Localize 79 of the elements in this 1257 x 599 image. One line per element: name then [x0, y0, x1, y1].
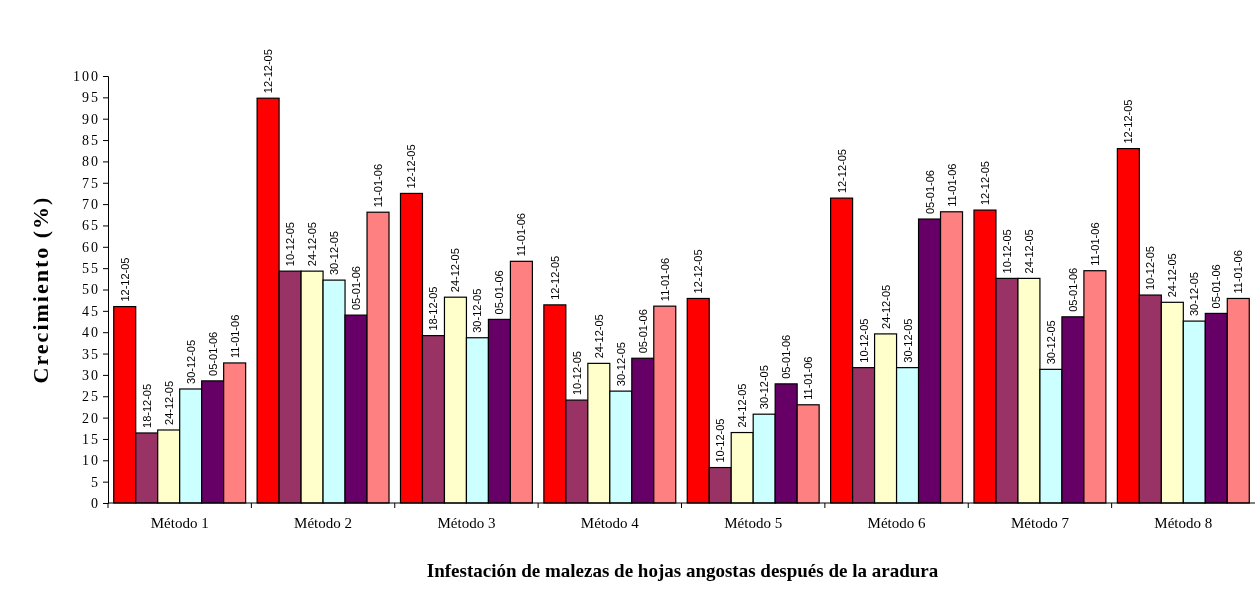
data-label: 11-01-06 — [1232, 250, 1245, 294]
x-tick-label: Método 3 — [437, 514, 496, 531]
data-label: 24-12-05 — [306, 222, 319, 267]
y-tick-label: 70 — [82, 197, 100, 213]
data-label: 10-12-05 — [1000, 229, 1013, 274]
y-tick-label: 65 — [82, 218, 100, 234]
data-label: 12-12-05 — [118, 257, 131, 302]
data-label: 24-12-05 — [592, 314, 605, 359]
data-label: 12-12-05 — [548, 255, 561, 300]
data-label: 24-12-05 — [449, 248, 462, 293]
data-label: 24-12-05 — [879, 284, 892, 329]
data-label: 30-12-05 — [901, 318, 914, 363]
data-label: 24-12-05 — [1166, 253, 1179, 298]
data-label: 10-12-05 — [284, 222, 297, 267]
data-label: 11-01-06 — [515, 213, 528, 257]
data-label: 12-12-05 — [835, 149, 848, 194]
data-label: 30-12-05 — [471, 288, 484, 333]
x-tick-label: Método 6 — [867, 514, 927, 531]
data-label: 18-12-05 — [427, 286, 440, 331]
y-tick-label: 10 — [82, 453, 100, 469]
data-label: 10-12-05 — [714, 418, 727, 463]
y-tick-label: 95 — [82, 90, 100, 106]
data-label: 30-12-05 — [1188, 272, 1201, 317]
data-label: 24-12-05 — [162, 380, 175, 425]
y-tick-label: 0 — [91, 495, 100, 511]
data-label: 12-12-05 — [978, 161, 991, 206]
x-tick-label: Método 4 — [580, 514, 640, 531]
y-tick-label: 15 — [82, 431, 100, 447]
x-tick-label: Método 2 — [294, 514, 353, 531]
y-tick-label: 55 — [82, 261, 100, 277]
data-label: 24-12-05 — [736, 383, 749, 428]
data-label: 10-12-05 — [570, 351, 583, 396]
data-label: 30-12-05 — [184, 339, 197, 384]
data-label: 24-12-05 — [1022, 229, 1035, 274]
data-label: 12-12-05 — [1122, 99, 1135, 144]
data-label: 05-01-06 — [1066, 267, 1079, 312]
data-label: 05-01-06 — [493, 270, 506, 315]
data-label: 12-12-05 — [692, 249, 705, 294]
x-tick-label: Método 5 — [724, 514, 783, 531]
data-label: 11-01-06 — [658, 257, 671, 302]
y-tick-label: 80 — [82, 154, 100, 170]
x-tick-label: Método 1 — [150, 514, 209, 531]
data-label: 11-01-06 — [372, 163, 385, 208]
data-label: 12-12-05 — [405, 144, 418, 189]
x-axis-title: Infestación de malezas de hojas angostas después de la aradura — [426, 560, 939, 581]
y-tick-label: 30 — [82, 367, 100, 383]
y-tick-label: 85 — [82, 133, 100, 149]
data-label: 05-01-06 — [350, 266, 363, 311]
data-label: 12-12-05 — [262, 49, 275, 94]
data-label: 11-01-06 — [1088, 222, 1101, 266]
y-tick-label: 50 — [82, 282, 100, 298]
data-label: 30-12-05 — [1044, 320, 1057, 365]
y-tick-label: 20 — [82, 410, 100, 426]
y-tick-label: 45 — [82, 303, 100, 319]
y-tick-label: 35 — [82, 346, 100, 362]
data-label: 30-12-05 — [758, 365, 771, 410]
data-label: 11-01-06 — [228, 314, 241, 358]
data-label: 30-12-05 — [328, 231, 341, 276]
data-label: 11-01-06 — [802, 356, 815, 400]
data-label: 05-01-06 — [780, 334, 793, 379]
data-label: 10-12-05 — [857, 318, 870, 363]
data-label: 10-12-05 — [1144, 246, 1157, 291]
x-tick-label: Método 7 — [1010, 514, 1070, 531]
data-label: 05-01-06 — [636, 309, 649, 354]
x-tick-label: Método 8 — [1154, 514, 1213, 531]
data-label: 18-12-05 — [140, 383, 153, 428]
data-label: 05-01-06 — [206, 331, 219, 376]
y-tick-label: 25 — [82, 389, 100, 405]
data-label: 11-01-06 — [945, 163, 958, 207]
y-tick-label: 40 — [82, 325, 100, 341]
y-axis-title: Crecimiento (%) — [28, 195, 53, 384]
y-tick-label: 100 — [73, 68, 100, 84]
data-label: 30-12-05 — [614, 342, 627, 387]
y-tick-label: 75 — [82, 175, 100, 191]
y-tick-label: 5 — [91, 474, 100, 490]
data-label: 05-01-06 — [923, 170, 936, 215]
y-tick-label: 60 — [82, 239, 100, 255]
y-tick-label: 90 — [82, 111, 100, 127]
data-label: 05-01-06 — [1210, 264, 1223, 309]
